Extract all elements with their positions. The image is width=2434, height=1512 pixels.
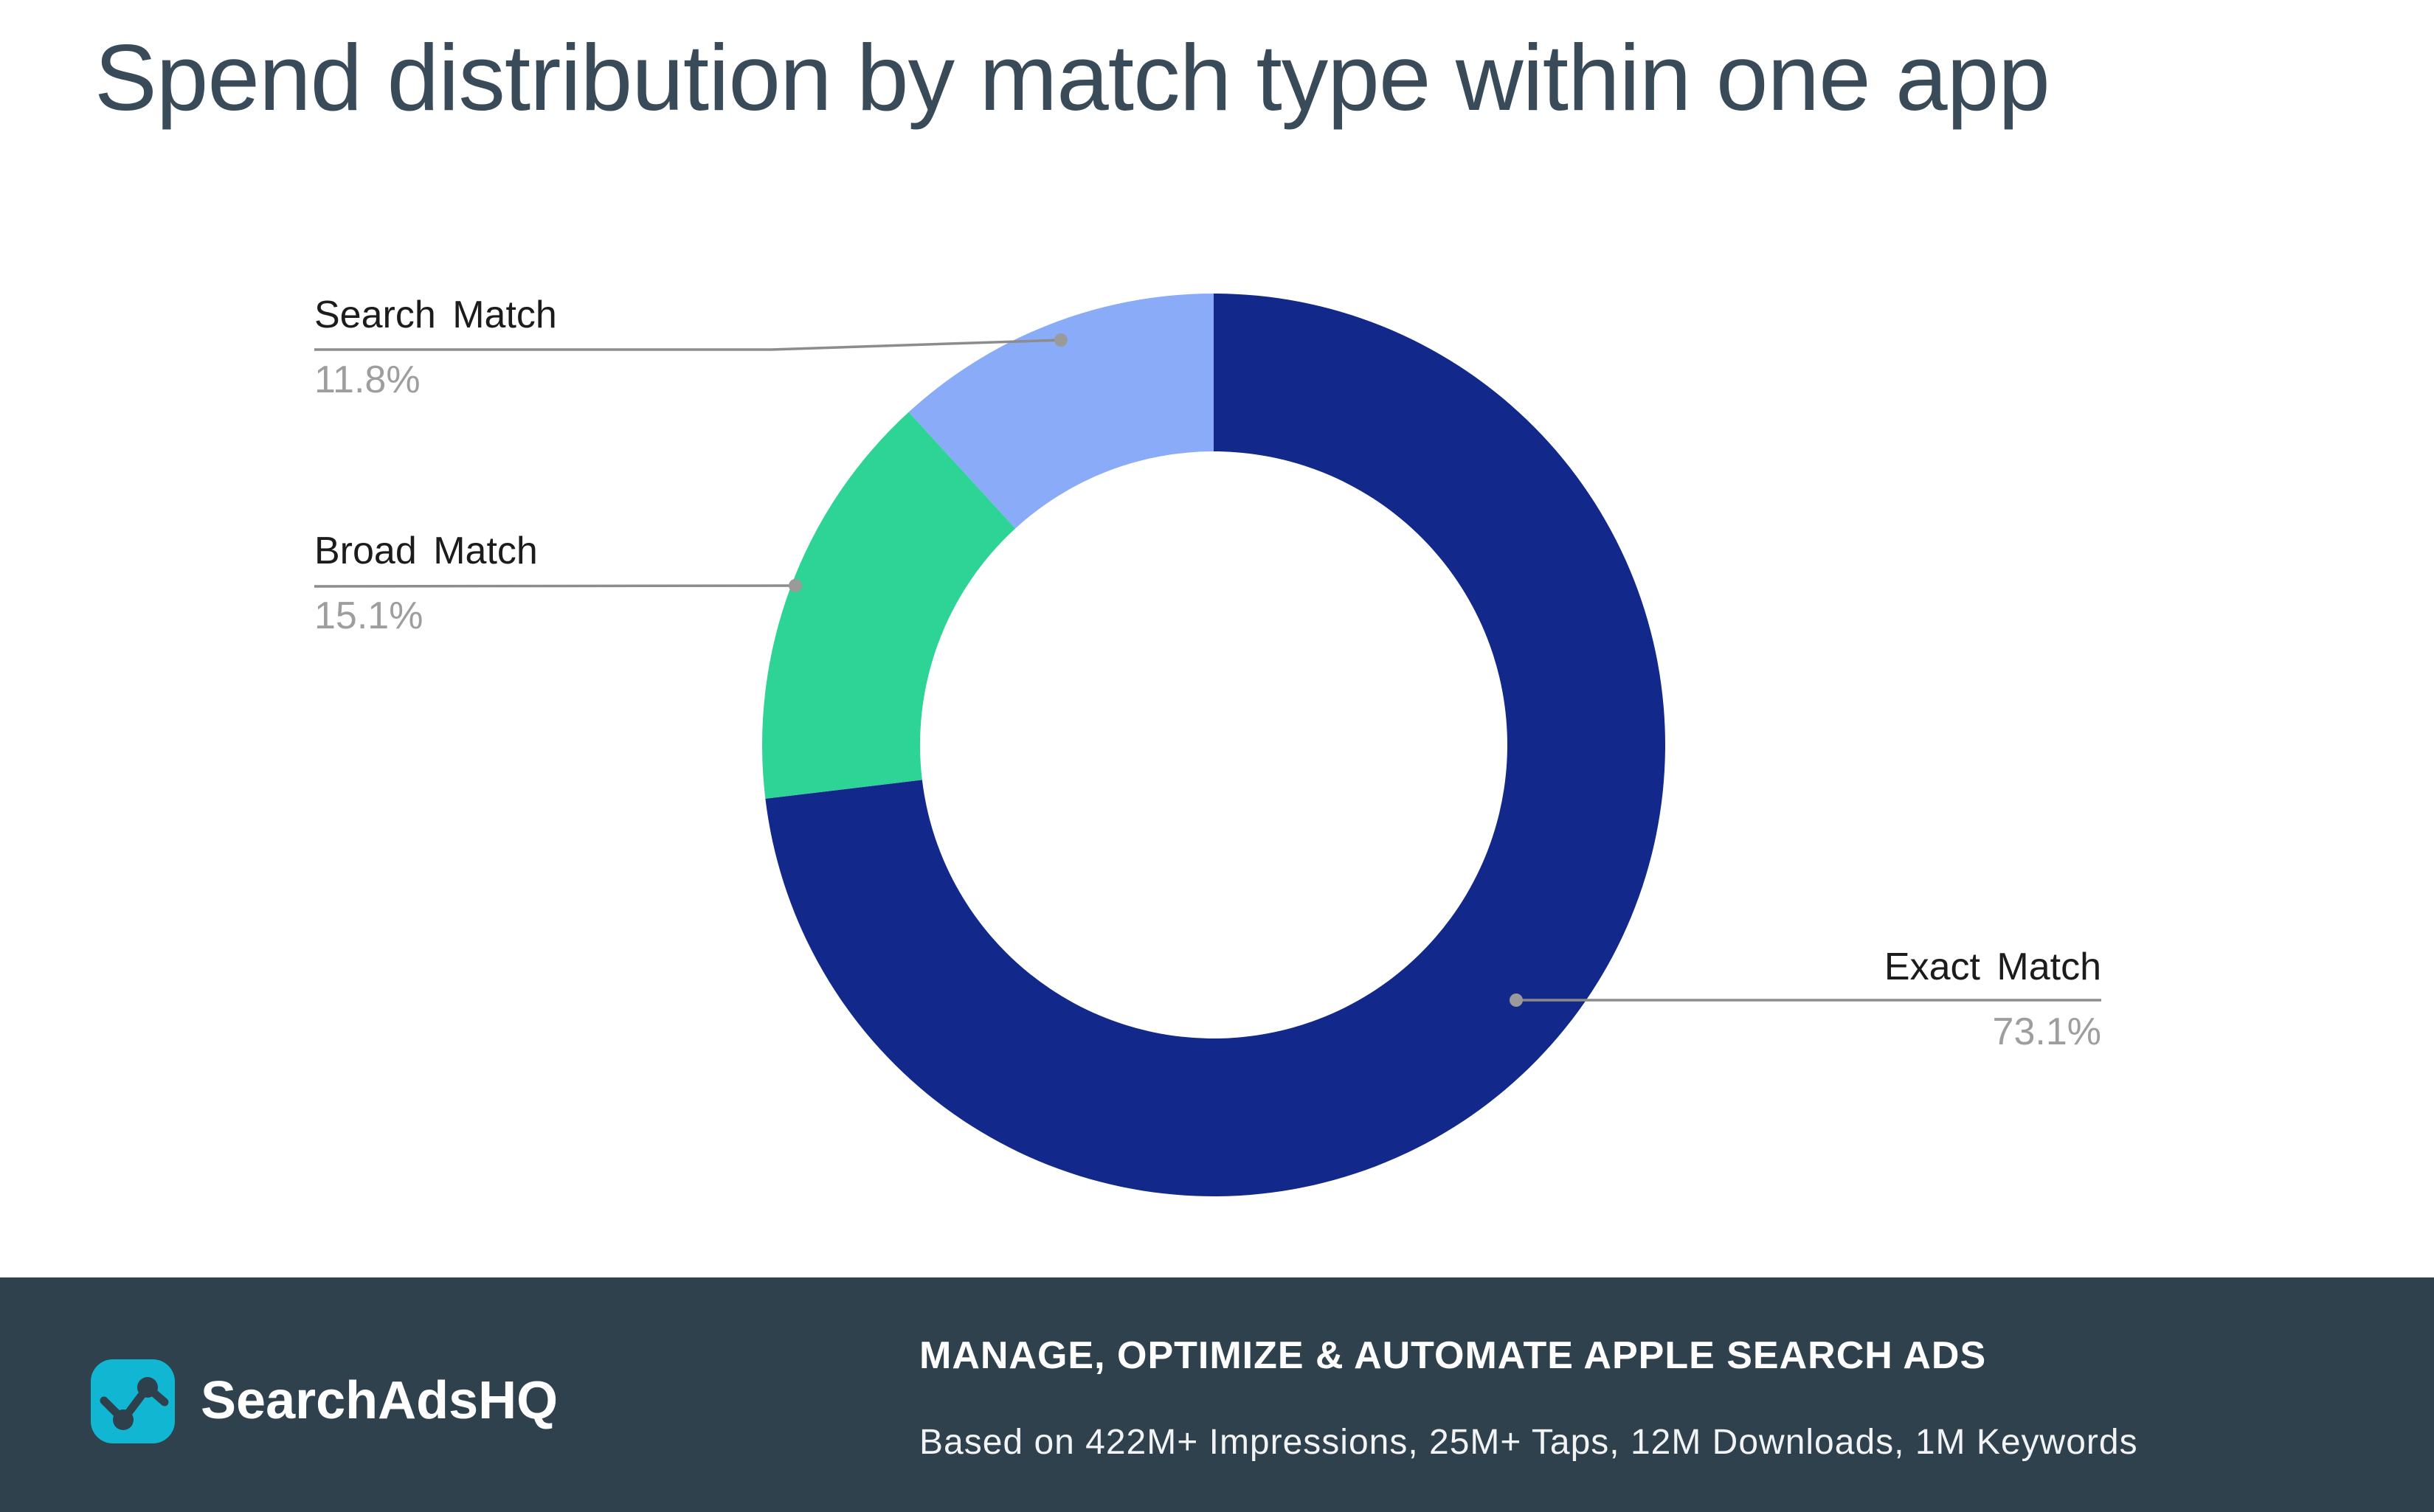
slice-percent-search-match: 11.8% <box>314 358 421 402</box>
slice-label-broad-match: Broad Match <box>314 530 538 572</box>
line-chart-icon <box>100 1377 169 1430</box>
callout-broad-match: Broad Match 15.1% <box>314 528 538 639</box>
slice-percent-broad-match: 15.1% <box>314 594 423 638</box>
donut-slice-exact-match <box>765 294 1666 1197</box>
slice-label-search-match: Search Match <box>314 294 557 336</box>
donut-slice-search-match <box>908 294 1214 529</box>
slice-percent-exact-match: 73.1% <box>1992 1010 2101 1054</box>
leader-dot-exact-match <box>1510 993 1523 1007</box>
leader-dot-search-match <box>1054 333 1068 347</box>
leader-dot-broad-match <box>789 579 802 592</box>
footer-headline: MANAGE, OPTIMIZE & AUTOMATE APPLE SEARCH… <box>919 1334 1987 1377</box>
logo-wordmark: SearchAdsHQ <box>201 1371 559 1430</box>
footer-bar: SearchAdsHQ MANAGE, OPTIMIZE & AUTOMATE … <box>0 1277 2434 1512</box>
leader-line-search-match <box>314 339 1062 351</box>
page-title: Spend distribution by match type within … <box>94 25 2050 130</box>
slice-label-exact-match: Exact Match <box>1884 946 2101 988</box>
callout-exact-match: Exact Match 73.1% <box>1884 944 2101 1055</box>
donut-slice-broad-match <box>762 412 1016 799</box>
footer-subline: Based on 422M+ Impressions, 25M+ Taps, 1… <box>919 1423 2138 1462</box>
callout-search-match: Search Match 11.8% <box>314 292 557 403</box>
searchadshq-logo <box>91 1359 175 1443</box>
